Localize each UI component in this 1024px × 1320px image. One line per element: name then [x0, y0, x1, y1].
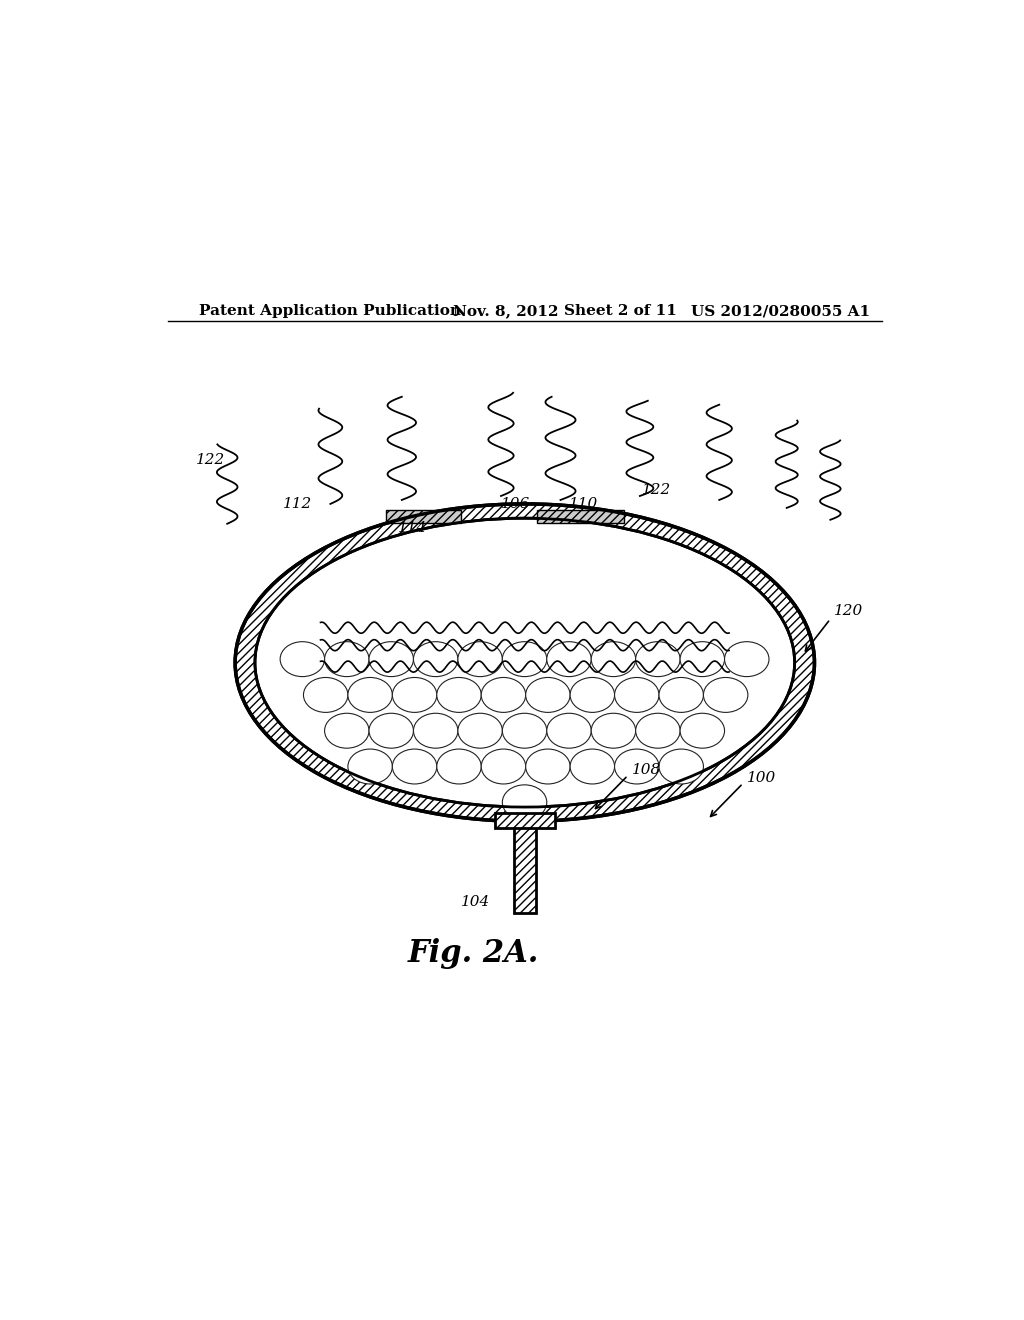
Text: Patent Application Publication: Patent Application Publication: [200, 304, 462, 318]
Ellipse shape: [481, 748, 525, 784]
Text: 106: 106: [501, 496, 530, 511]
FancyBboxPatch shape: [495, 813, 555, 828]
Ellipse shape: [392, 748, 437, 784]
Ellipse shape: [458, 713, 503, 748]
Ellipse shape: [659, 748, 703, 784]
Ellipse shape: [703, 677, 748, 713]
Text: Sheet 2 of 11: Sheet 2 of 11: [564, 304, 677, 318]
Ellipse shape: [591, 642, 636, 677]
Ellipse shape: [437, 677, 481, 713]
Ellipse shape: [303, 677, 348, 713]
Text: 110: 110: [568, 496, 598, 511]
Ellipse shape: [680, 642, 725, 677]
Ellipse shape: [547, 713, 591, 748]
Ellipse shape: [458, 642, 503, 677]
Text: Fig. 2A.: Fig. 2A.: [408, 939, 539, 969]
Ellipse shape: [547, 642, 591, 677]
Text: 120: 120: [835, 605, 863, 618]
Ellipse shape: [525, 677, 570, 713]
Ellipse shape: [348, 748, 392, 784]
Ellipse shape: [503, 642, 547, 677]
Ellipse shape: [503, 785, 547, 820]
FancyBboxPatch shape: [537, 511, 624, 523]
Ellipse shape: [392, 677, 437, 713]
Ellipse shape: [236, 504, 814, 821]
Ellipse shape: [636, 713, 680, 748]
Ellipse shape: [680, 713, 725, 748]
Ellipse shape: [369, 713, 414, 748]
Text: 108: 108: [632, 763, 662, 776]
Ellipse shape: [348, 677, 392, 713]
Ellipse shape: [591, 713, 636, 748]
Ellipse shape: [414, 713, 458, 748]
Text: US 2012/0280055 A1: US 2012/0280055 A1: [691, 304, 870, 318]
Ellipse shape: [614, 677, 659, 713]
Text: 114: 114: [397, 520, 427, 535]
Ellipse shape: [437, 748, 481, 784]
Text: 122: 122: [642, 483, 672, 498]
Ellipse shape: [255, 519, 795, 807]
Ellipse shape: [281, 642, 325, 677]
Text: 104: 104: [461, 895, 490, 909]
Ellipse shape: [503, 713, 547, 748]
Text: 122: 122: [196, 453, 224, 467]
Text: Nov. 8, 2012: Nov. 8, 2012: [454, 304, 559, 318]
Ellipse shape: [414, 642, 458, 677]
Ellipse shape: [636, 642, 680, 677]
Ellipse shape: [614, 748, 659, 784]
Ellipse shape: [325, 713, 369, 748]
Ellipse shape: [570, 677, 614, 713]
Ellipse shape: [325, 642, 369, 677]
Text: 112: 112: [283, 496, 312, 511]
Ellipse shape: [525, 748, 570, 784]
FancyBboxPatch shape: [386, 511, 462, 523]
Ellipse shape: [369, 642, 414, 677]
Ellipse shape: [659, 677, 703, 713]
FancyBboxPatch shape: [514, 817, 536, 912]
Ellipse shape: [570, 748, 614, 784]
Text: 100: 100: [748, 771, 776, 784]
Ellipse shape: [725, 642, 769, 677]
Ellipse shape: [481, 677, 525, 713]
